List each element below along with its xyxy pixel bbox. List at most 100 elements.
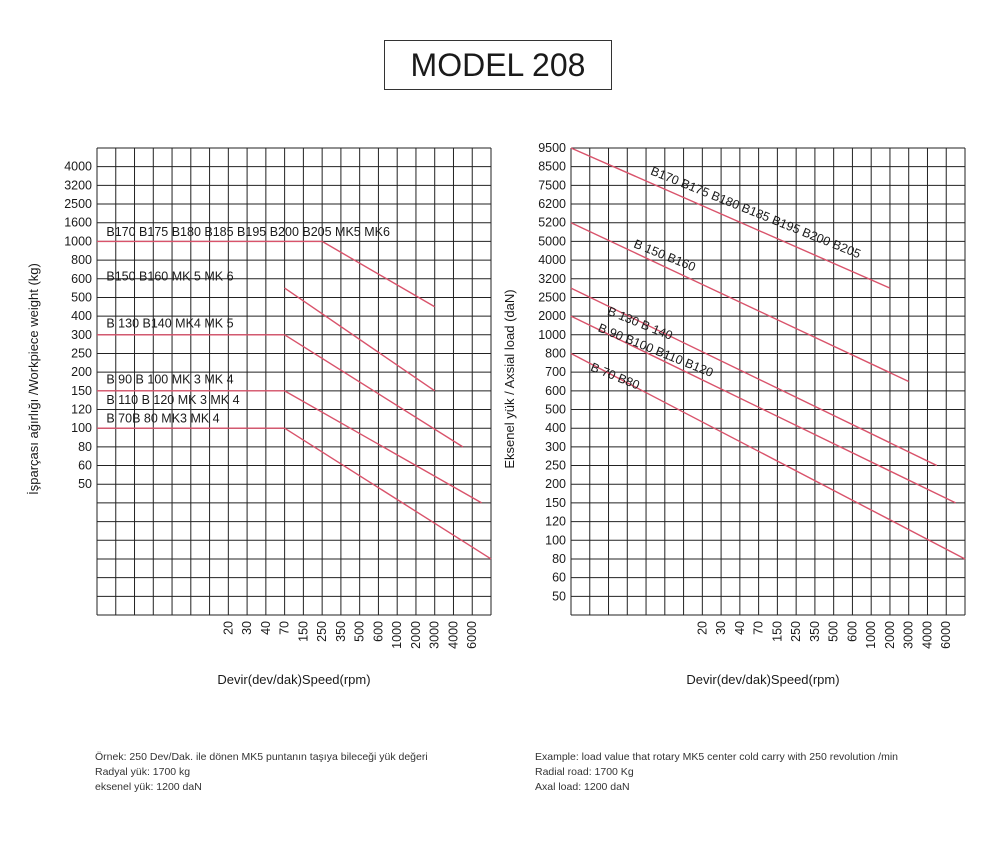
x-tick-label: 150 xyxy=(296,621,310,642)
x-tick-label: 4000 xyxy=(920,621,934,649)
x-tick-label: 3000 xyxy=(902,621,916,649)
note-line: Axal load: 1200 daN xyxy=(535,781,630,793)
note-line: Radyal yük: 1700 kg xyxy=(95,766,191,778)
series-line xyxy=(284,334,464,448)
x-tick-label: 6000 xyxy=(465,621,479,649)
x-tick-label: 250 xyxy=(315,621,329,642)
y-tick-label: 500 xyxy=(545,403,566,417)
y-tick-label: 4000 xyxy=(538,253,566,267)
y-tick-label: 2000 xyxy=(538,309,566,323)
y-tick-label: 150 xyxy=(71,384,92,398)
x-tick-label: 40 xyxy=(733,621,747,635)
x-tick-label: 500 xyxy=(353,621,367,642)
x-tick-label: 350 xyxy=(808,621,822,642)
y-tick-label: 80 xyxy=(552,552,566,566)
y-axis-label: İşparçası ağırlığı /Workpiece weight (kg… xyxy=(26,263,41,495)
y-tick-label: 800 xyxy=(545,346,566,360)
series-line xyxy=(570,222,910,383)
x-tick-label: 350 xyxy=(334,621,348,642)
x-tick-label: 3000 xyxy=(428,621,442,649)
y-tick-label: 200 xyxy=(71,365,92,379)
x-tick-label: 70 xyxy=(278,621,292,635)
series-line xyxy=(284,390,482,504)
x-tick-label: 2000 xyxy=(409,621,423,649)
series-line xyxy=(570,315,956,504)
note-line: eksenel yük: 1200 daN xyxy=(95,781,202,793)
x-tick-label: 4000 xyxy=(446,621,460,649)
y-tick-label: 60 xyxy=(552,571,566,585)
series-label: B170 B175 B180 B185 B195 B200 B205 xyxy=(649,164,863,261)
y-tick-label: 5000 xyxy=(538,234,566,248)
x-tick-label: 150 xyxy=(770,621,784,642)
y-tick-label: 600 xyxy=(71,272,92,286)
y-tick-label: 9500 xyxy=(538,141,566,155)
y-tick-label: 800 xyxy=(71,253,92,267)
y-tick-label: 300 xyxy=(545,440,566,454)
y-tick-label: 4000 xyxy=(64,160,92,174)
x-tick-label: 30 xyxy=(240,621,254,635)
series-label: B 90 B 100 MK 3 MK 4 xyxy=(106,372,233,386)
right-chart: 9500 8500 7500 6200 5200 5000 4000 3200 2500 2000… xyxy=(502,141,966,687)
y-tick-label: 700 xyxy=(545,365,566,379)
notes-english: Example: load value that rotary MK5 cent… xyxy=(535,750,898,795)
x-tick-label: 20 xyxy=(221,621,235,635)
y-tick-label: 60 xyxy=(78,459,92,473)
y-tick-label: 300 xyxy=(71,328,92,342)
y-tick-label: 50 xyxy=(552,589,566,603)
x-tick-label: 70 xyxy=(752,621,766,635)
x-tick-label: 1000 xyxy=(864,621,878,649)
y-tick-label: 2500 xyxy=(64,197,92,211)
y-tick-label: 400 xyxy=(545,421,566,435)
series-line xyxy=(284,287,436,392)
x-tick-label: 600 xyxy=(845,621,859,642)
y-tick-label: 6200 xyxy=(538,197,566,211)
y-tick-label: 3200 xyxy=(64,178,92,192)
series-line xyxy=(570,287,938,467)
y-tick-label: 80 xyxy=(78,440,92,454)
series-label: B170 B175 B180 B185 B195 B200 B205 MK5 M… xyxy=(106,225,390,239)
note-line: Radial road: 1700 Kg xyxy=(535,766,634,778)
x-tick-label: 250 xyxy=(789,621,803,642)
y-tick-label: 600 xyxy=(545,384,566,398)
note-line: Example: load value that rotary MK5 cent… xyxy=(535,751,899,763)
y-tick-label: 250 xyxy=(545,459,566,473)
series-label: B 70 B80 xyxy=(589,360,642,392)
x-axis-label: Devir(dev/dak)Speed(rpm) xyxy=(686,672,839,687)
series-line xyxy=(321,240,436,308)
series-line xyxy=(284,427,492,560)
y-tick-label: 400 xyxy=(71,309,92,323)
y-tick-label: 3200 xyxy=(538,272,566,286)
y-tick-label: 120 xyxy=(71,403,92,417)
y-tick-label: 1000 xyxy=(64,234,92,248)
x-tick-label: 6000 xyxy=(939,621,953,649)
y-tick-label: 50 xyxy=(78,477,92,491)
y-tick-label: 7500 xyxy=(538,178,566,192)
y-tick-label: 1600 xyxy=(64,216,92,230)
x-tick-label: 20 xyxy=(695,621,709,635)
y-tick-label: 8500 xyxy=(538,160,566,174)
y-tick-label: 500 xyxy=(71,290,92,304)
series-label: B 130 B140 MK4 MK 5 xyxy=(106,316,233,330)
y-tick-label: 250 xyxy=(71,346,92,360)
series-label: B150 B160 MK 5 MK 6 xyxy=(106,270,233,284)
y-tick-label: 1000 xyxy=(538,328,566,342)
y-tick-label: 200 xyxy=(545,477,566,491)
series-line xyxy=(570,147,891,289)
y-tick-label: 5200 xyxy=(538,216,566,230)
y-tick-label: 2500 xyxy=(538,290,566,304)
y-axis-label: Eksenel yük / Axsial load (daN) xyxy=(502,289,517,468)
x-axis-label: Devir(dev/dak)Speed(rpm) xyxy=(217,672,370,687)
x-tick-label: 2000 xyxy=(883,621,897,649)
left-chart: 4000 3200 2500 1600 1000 800 600 500 400 300 250 20… xyxy=(26,147,492,687)
model-title: MODEL 208 xyxy=(384,40,612,90)
series-label: B 110 B 120 MK 3 MK 4 xyxy=(106,393,239,407)
y-tick-label: 150 xyxy=(545,496,566,510)
x-tick-label: 30 xyxy=(714,621,728,635)
y-tick-label: 120 xyxy=(545,515,566,529)
x-tick-label: 600 xyxy=(371,621,385,642)
notes-turkish: Örnek: 250 Dev/Dak. ile dönen MK5 puntan… xyxy=(95,750,428,795)
x-tick-label: 40 xyxy=(259,621,273,635)
series-label: B 70B 80 MK3 MK 4 xyxy=(106,412,219,426)
y-tick-label: 100 xyxy=(545,533,566,547)
